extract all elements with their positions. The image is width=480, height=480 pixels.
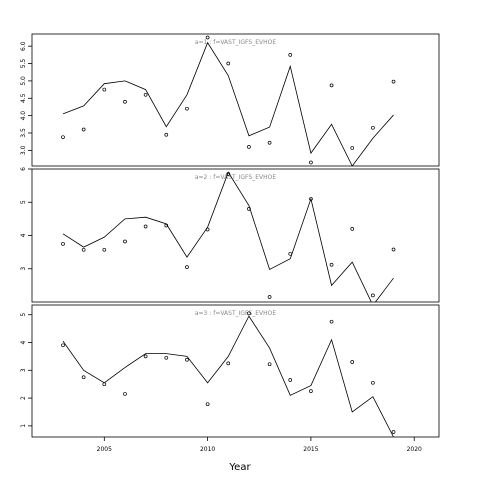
fitted-line xyxy=(62,315,394,437)
panel-3: 1 2 3 4 5 a=3 : f=VAST_IGFS_EVHOE xyxy=(20,304,440,438)
observed-point xyxy=(329,319,334,324)
observed-point xyxy=(123,239,127,244)
panel-title: a=1 : f=VAST_IGFS_EVHOE xyxy=(195,39,276,46)
y-tick-label: 3.5 xyxy=(20,128,27,138)
fitted-line xyxy=(62,41,394,166)
panel-title: a=3 : f=VAST_IGFS_EVHOE xyxy=(195,310,276,317)
panel-data xyxy=(61,171,396,302)
observed-point xyxy=(185,106,189,111)
observed-point xyxy=(288,378,293,382)
observed-point xyxy=(205,227,210,232)
observed-point xyxy=(247,207,251,211)
panel-1: 3.0 3.5 4.0 4.5 5.0 5.5 6.0 a=1 : f=VAST_IGFS_E… xyxy=(20,33,440,167)
observed-point xyxy=(267,362,272,367)
y-tick-label: 5 xyxy=(20,313,27,317)
y-tick-label: 5 xyxy=(20,200,27,204)
observed-point xyxy=(288,251,293,256)
observed-point xyxy=(102,87,107,92)
x-tick-label: 2020 xyxy=(407,446,422,453)
x-axis: 2005 2010 2015 2020 xyxy=(97,437,422,453)
observed-point xyxy=(391,79,396,84)
observed-point xyxy=(226,361,231,366)
observed-point xyxy=(102,382,107,387)
y-tick-label: 4 xyxy=(20,340,27,344)
panel-data xyxy=(61,35,396,166)
observed-point xyxy=(288,52,293,57)
x-axis-label: Year xyxy=(228,462,251,473)
observed-point xyxy=(185,265,189,269)
observed-point xyxy=(61,343,65,348)
observed-point xyxy=(205,35,210,40)
observed-point xyxy=(164,355,169,360)
observed-point xyxy=(185,357,189,362)
observed-point xyxy=(391,430,396,434)
observed-point xyxy=(309,160,313,165)
y-tick-label: 4 xyxy=(20,233,27,237)
observed-point xyxy=(309,197,313,201)
panel-2: 3 4 5 6 a=2 : f=VAST_IGFS_EVHOE xyxy=(20,167,440,303)
observed-point xyxy=(205,402,210,407)
y-tick-label: 3 xyxy=(20,368,27,372)
x-tick-label: 2010 xyxy=(200,446,215,453)
observed-point xyxy=(247,145,251,149)
observed-point xyxy=(143,92,148,97)
y-tick-label: 4.5 xyxy=(20,93,27,103)
y-tick-label: 2 xyxy=(20,396,27,400)
observed-point xyxy=(164,223,169,228)
observed-point xyxy=(309,389,313,393)
observed-point xyxy=(350,146,355,150)
observed-point xyxy=(267,295,272,299)
panel-frame xyxy=(31,304,440,438)
panel-data xyxy=(61,311,396,437)
y-tick-label: 5.5 xyxy=(20,59,27,69)
observed-point xyxy=(391,247,396,252)
x-tick-label: 2005 xyxy=(97,446,112,453)
fitted-line xyxy=(62,171,394,302)
y-tick-label: 6 xyxy=(20,167,27,171)
observed-point xyxy=(123,392,127,396)
observed-point xyxy=(226,172,231,176)
observed-point xyxy=(371,380,375,385)
panel-frame xyxy=(31,33,440,167)
y-tick-label: 4.0 xyxy=(20,111,27,121)
observed-point xyxy=(61,135,65,140)
x-tick-label: 2015 xyxy=(303,446,318,453)
y-tick-label: 6.0 xyxy=(20,41,27,51)
y-tick-label: 1 xyxy=(20,424,27,428)
observed-point xyxy=(81,247,86,252)
observed-point xyxy=(164,132,169,137)
observed-point xyxy=(329,262,334,267)
observed-point xyxy=(102,247,107,252)
observed-point xyxy=(329,83,334,88)
panel-frame xyxy=(31,168,440,303)
observed-point xyxy=(371,125,375,130)
observed-point xyxy=(350,227,355,231)
observed-point xyxy=(143,354,148,359)
observed-point xyxy=(123,99,127,104)
observed-point xyxy=(81,375,86,380)
observed-point xyxy=(143,224,148,229)
y-tick-label: 3 xyxy=(20,267,27,271)
observed-point xyxy=(81,127,86,132)
observed-point xyxy=(61,241,65,246)
observed-point xyxy=(350,360,355,364)
observed-point xyxy=(247,311,251,316)
observed-point xyxy=(226,61,231,66)
observed-point xyxy=(371,293,375,298)
y-tick-label: 5.0 xyxy=(20,76,27,86)
y-tick-label: 3.0 xyxy=(20,145,27,155)
panels: 3.0 3.5 4.0 4.5 5.0 5.5 6.0 a=1 : f=VAST_IGFS_E… xyxy=(20,33,440,438)
observed-point xyxy=(267,140,272,145)
panel-title: a=2 : f=VAST_IGFS_EVHOE xyxy=(195,174,276,181)
